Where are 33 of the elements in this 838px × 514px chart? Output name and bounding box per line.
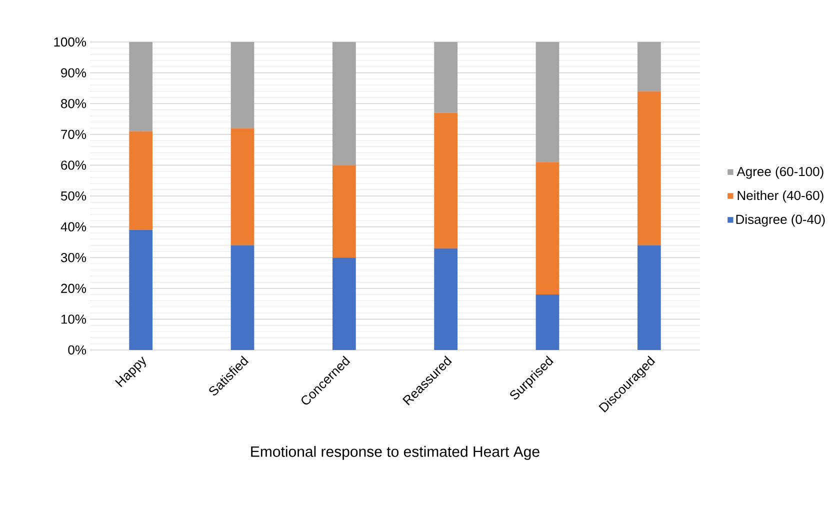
y-tick-label: 30% [60,252,86,262]
bar [230,245,254,350]
legend-label: Agree (60-100) [736,166,824,179]
y-tick-label: 20% [61,284,86,293]
y-tick-label: 70% [61,130,86,139]
legend-label: Neither (40-60) [738,190,824,203]
bar [129,42,153,132]
bar [536,294,560,350]
legend-label: Disagree (0-40) [736,214,825,227]
bar [434,112,458,248]
y-tick-label: 80% [61,98,86,108]
bar [434,42,458,113]
bar [637,42,661,92]
bar [637,245,661,350]
bar [637,91,661,246]
bar [434,248,458,350]
y-tick-label: 100% [54,37,86,47]
bar [332,165,356,258]
y-tick-label: 10% [61,314,86,324]
bar [332,42,356,166]
y-tick-label: 90% [61,68,86,78]
bar [536,42,560,162]
y-tick-label: 40% [60,222,86,232]
bar [129,230,153,350]
bar [230,128,254,246]
bar [129,131,153,230]
bar [536,162,560,295]
y-tick-label: 60% [61,160,86,170]
bar [230,42,254,128]
bar [332,258,356,350]
x-axis-title: Emotional response to estimated Heart Age [251,446,540,460]
y-tick-label: 0% [68,345,86,355]
y-tick-label: 50% [60,191,86,201]
